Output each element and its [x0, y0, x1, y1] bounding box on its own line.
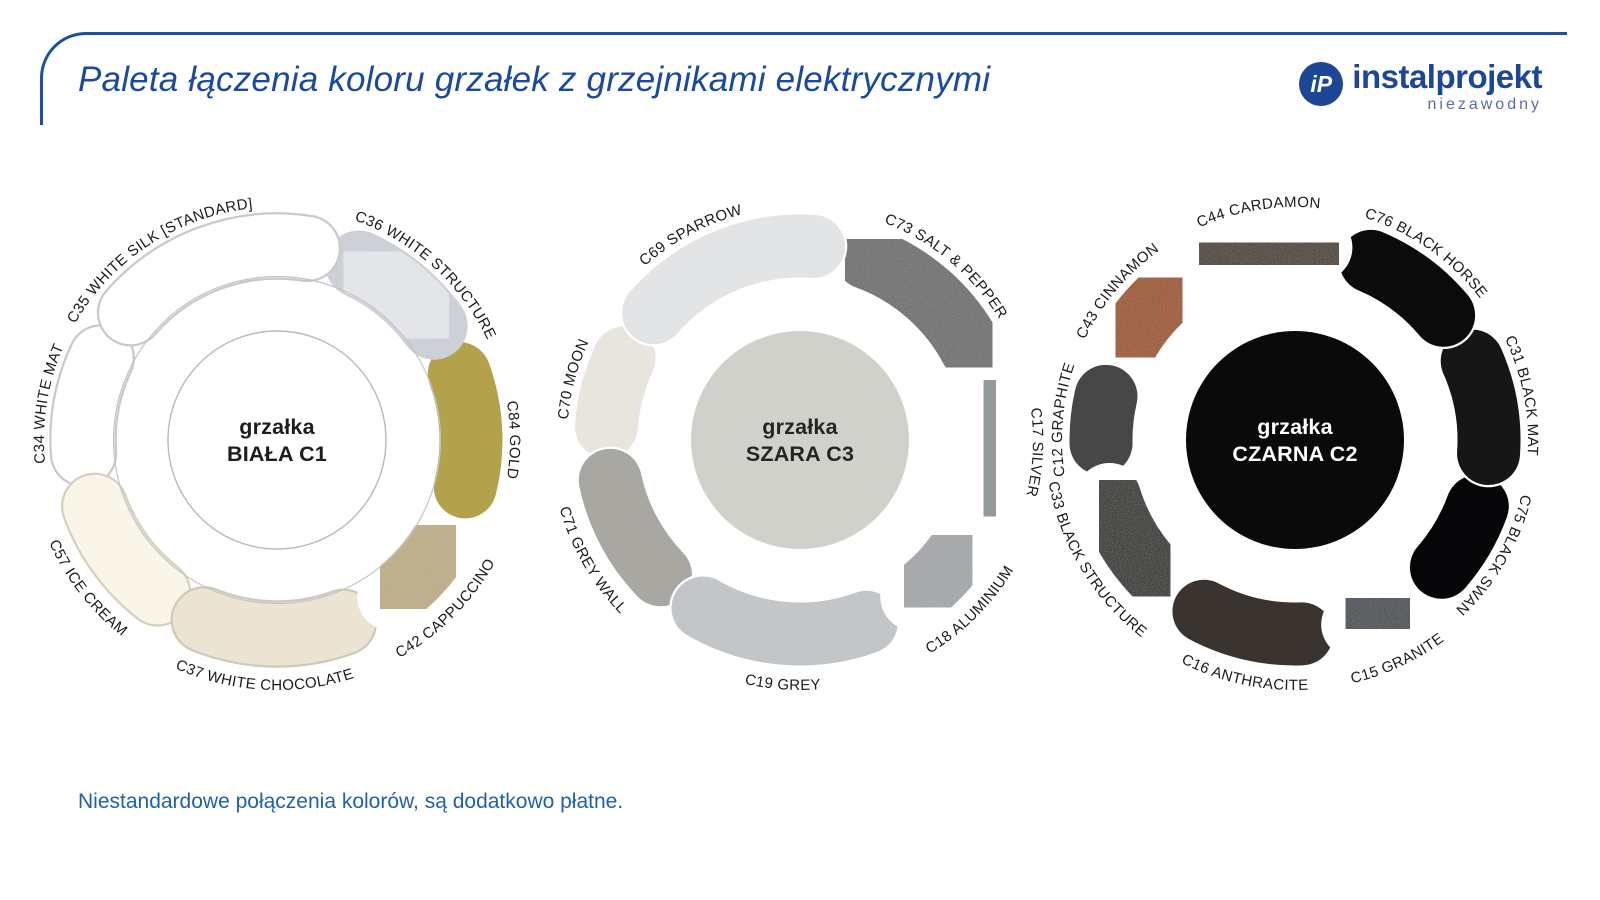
center-disc-biala-c1	[167, 330, 387, 550]
palette-donut-szara-c3: grzałka SZARA C3 C69 SPARROW C73 SALT & PEP…	[535, 175, 1065, 705]
palette-donut-czarna-c2: grzałka CZARNA C2 C44 CARDAMON C76 BLACK HO…	[1030, 175, 1560, 705]
segment-color-swatch	[834, 226, 1003, 381]
segment-color-swatch	[327, 232, 466, 358]
segment-c69-sparrow	[619, 212, 848, 347]
page-title: Paleta łączenia koloru grzałek z grzejni…	[78, 60, 991, 99]
segment-color-swatch	[578, 448, 692, 607]
segment-c31-black-mat	[1438, 327, 1523, 488]
segment-c18-aluminium	[880, 511, 997, 631]
segment-color-swatch	[1409, 474, 1509, 599]
segment-color-swatch	[671, 576, 898, 666]
segment-color-swatch	[1077, 465, 1192, 612]
segment-c57-ice-cream	[60, 472, 192, 627]
segment-color-swatch	[172, 588, 375, 666]
segment-color-swatch	[99, 214, 339, 345]
segment-c19-grey	[669, 574, 901, 668]
segment-c84-gold	[425, 339, 505, 521]
segment-color-swatch	[63, 474, 190, 625]
segment-label-c84: C84 GOLD	[503, 400, 523, 481]
segment-c71-grey-wall	[576, 446, 695, 609]
center-label-czarna-c2: grzałka CZARNA C2	[1232, 415, 1357, 466]
logo-text: instalprojekt niezawodny	[1352, 60, 1542, 114]
segment-c44-cardamon	[1185, 212, 1353, 296]
segment-c70-moon	[572, 324, 658, 461]
logo: iP instalprojekt niezawodny	[1299, 60, 1542, 114]
segment-color-swatch	[427, 342, 503, 519]
segment-c12-graphite	[1067, 362, 1140, 478]
segment-color-swatch	[574, 326, 656, 458]
logo-ip-icon: iP	[1299, 62, 1344, 106]
segment-c15-granite	[1321, 568, 1435, 659]
logo-name: instalprojekt	[1352, 58, 1542, 95]
segment-c36-white-structure	[325, 230, 468, 360]
segment-c73-salt-pepper	[832, 223, 1006, 383]
segment-c16-anthracite	[1170, 577, 1336, 668]
palette-donut-biala-c1: grzałka BIAŁA C1 C35 WHITE SILK [STANDARD]…	[12, 175, 542, 705]
segment-c37-white-chocolate	[170, 586, 378, 668]
segment-color-swatch	[359, 505, 477, 629]
segment-color-swatch	[1069, 364, 1138, 475]
center-label-szara-c3: grzałka SZARA C3	[746, 415, 854, 466]
segment-c34-white-mat	[49, 324, 135, 488]
segment-color-swatch	[1339, 229, 1476, 347]
segment-color-swatch	[1172, 579, 1334, 666]
segment-color-swatch	[1323, 571, 1433, 656]
segment-color-swatch	[622, 214, 846, 345]
segment-c43-cinnamon	[1091, 255, 1207, 380]
segment-c17-silver	[951, 365, 1028, 531]
segment-c35-white-silk-standard	[96, 212, 342, 347]
segment-color-swatch	[1187, 214, 1351, 293]
segment-c75-black-swan	[1407, 472, 1512, 602]
segment-color-swatch	[1440, 329, 1521, 486]
segment-c33-black-structure	[1075, 462, 1194, 614]
decorative-corner-rule	[40, 32, 1567, 125]
segment-c76-black-horse	[1337, 227, 1478, 350]
segment-color-swatch	[882, 514, 995, 629]
segment-color-swatch	[51, 326, 133, 486]
ring-inner-outline	[112, 275, 442, 605]
logo-tagline: niezawodny	[1427, 96, 1542, 113]
segment-c42-cappuccino	[357, 503, 479, 631]
center-disc-czarna-c2	[1186, 331, 1404, 549]
segment-label-c19: C19 GREY	[744, 671, 822, 694]
center-label-biala-c1: grzałka BIAŁA C1	[227, 415, 327, 466]
footer-note: Niestandardowe połączenia kolorów, są do…	[78, 790, 624, 813]
segment-color-swatch	[1093, 257, 1205, 378]
segment-color-swatch	[954, 368, 1026, 529]
center-disc-szara-c3	[691, 331, 909, 549]
